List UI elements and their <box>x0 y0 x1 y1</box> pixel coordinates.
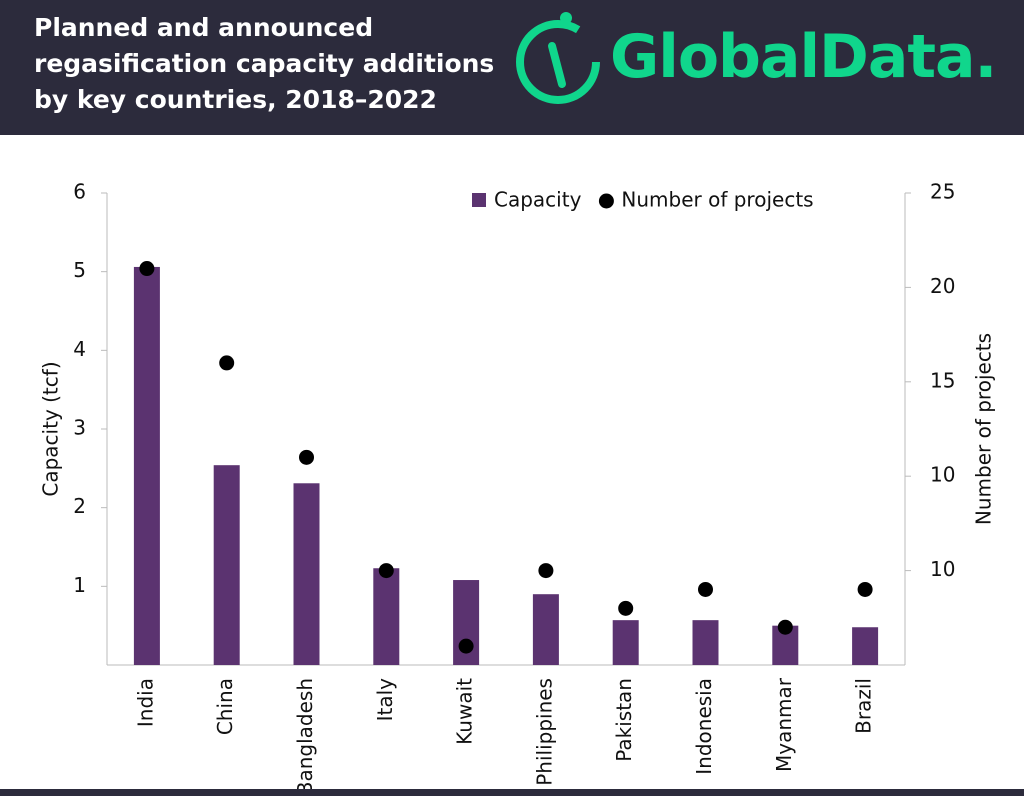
project-dot <box>378 563 394 579</box>
project-dot <box>777 619 793 635</box>
x-tick-label: Myanmar <box>772 677 796 772</box>
logo-icon <box>516 12 600 104</box>
y2-tick-label: 15 <box>930 368 955 392</box>
chart-title: Planned and announced regasification cap… <box>34 13 495 114</box>
legend-label: Number of projects <box>621 188 813 212</box>
y2-tick-label: 10 <box>930 463 955 487</box>
bar <box>373 568 400 665</box>
x-tick-label: Philippines <box>532 678 556 786</box>
x-tick-label: Bangladesh <box>293 678 317 795</box>
bar <box>852 627 879 665</box>
x-tick-label: Indonesia <box>692 678 716 775</box>
project-dot <box>698 581 713 597</box>
bar <box>692 620 719 665</box>
y-tick-label: 3 <box>73 416 86 440</box>
project-dot <box>538 563 554 579</box>
y-tick-label: 2 <box>73 494 86 518</box>
y-tick-label: 5 <box>73 258 86 282</box>
y2-tick-label: 25 <box>930 180 955 204</box>
bar <box>532 594 559 665</box>
project-dot <box>219 355 235 371</box>
y-tick-label: 4 <box>73 337 86 361</box>
x-tick-label: Pakistan <box>612 678 636 762</box>
bar <box>612 620 639 665</box>
y-axis-title: Capacity (tcf) <box>39 361 63 496</box>
y-tick-label: 6 <box>73 180 86 204</box>
project-dot <box>618 600 634 616</box>
x-tick-label: Italy <box>373 678 397 722</box>
footer-bar <box>0 789 1024 796</box>
x-tick-label: Kuwait <box>453 678 477 745</box>
legend-swatch <box>472 193 486 207</box>
x-tick-label: Brazil <box>852 678 876 734</box>
header: Planned and announced regasification cap… <box>0 0 1024 135</box>
project-dot <box>139 261 155 277</box>
y2-tick-label: 20 <box>930 274 955 298</box>
bar <box>133 266 160 665</box>
y2-tick-label: 10 <box>930 557 955 581</box>
logo-dot <box>560 12 572 24</box>
x-tick-label: India <box>133 678 157 727</box>
legend-swatch <box>598 193 614 209</box>
project-dot <box>299 449 314 465</box>
logo: GlobalData. <box>610 22 997 92</box>
y2-axis-title: Number of projects <box>972 333 996 525</box>
bar <box>213 465 240 665</box>
x-tick-label: China <box>213 678 237 735</box>
project-dot <box>458 638 474 654</box>
bar <box>293 483 320 665</box>
logo-bar <box>548 42 566 88</box>
y-tick-label: 1 <box>73 573 86 597</box>
project-dot <box>857 581 873 597</box>
logo-ring <box>516 20 600 104</box>
legend-label: Capacity <box>494 188 582 212</box>
